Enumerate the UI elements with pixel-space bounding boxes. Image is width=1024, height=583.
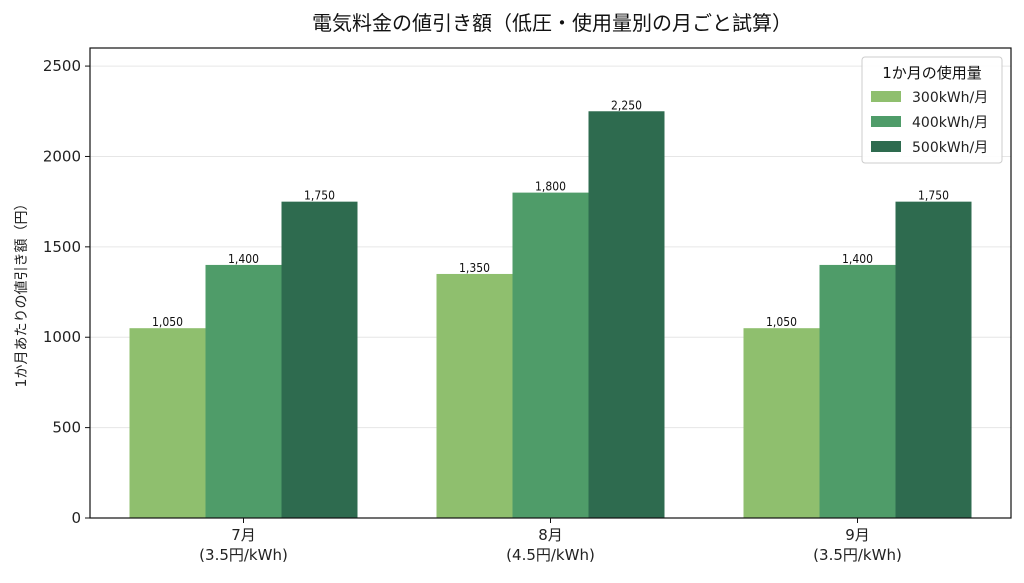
bar	[436, 273, 513, 518]
bar	[895, 201, 972, 518]
bar-value-label: 2,250	[611, 98, 642, 112]
bar	[743, 328, 820, 518]
legend-title: 1か月の使用量	[882, 64, 982, 82]
bars	[129, 111, 972, 519]
y-axis-title: 1か月あたりの値引き額（円）	[14, 197, 30, 388]
bar-value-label: 1,350	[459, 261, 490, 275]
bar	[129, 328, 206, 518]
y-axis: 0 500 1000 1500 2000 2500	[43, 57, 90, 527]
y-tick-label: 0	[71, 509, 81, 527]
legend-swatch	[871, 141, 901, 152]
legend-entry-label: 400kWh/月	[912, 115, 988, 131]
bar	[205, 264, 282, 518]
y-tick-label: 2500	[43, 57, 81, 75]
y-tick-label: 1500	[43, 238, 81, 256]
bar	[819, 264, 896, 518]
bar	[512, 192, 589, 518]
bar-value-label: 1,750	[304, 189, 335, 203]
y-tick-label: 2000	[43, 147, 81, 165]
x-tick-sublabel: (4.5円/kWh)	[506, 546, 595, 564]
legend-entry-label: 300kWh/月	[912, 90, 988, 106]
legend-entry-label: 500kWh/月	[912, 140, 988, 156]
bar-value-label: 1,750	[918, 189, 949, 203]
bar	[281, 201, 358, 518]
x-axis: 7月 (3.5円/kWh) 8月 (4.5円/kWh) 9月 (3.5円/kWh)	[199, 518, 902, 564]
x-tick-sublabel: (3.5円/kWh)	[813, 546, 902, 564]
bar-value-label: 1,400	[842, 252, 873, 266]
legend-box	[861, 56, 1003, 164]
y-tick-label: 500	[52, 419, 81, 437]
bar-value-label: 1,800	[535, 180, 566, 194]
x-tick-label: 7月	[231, 526, 256, 544]
x-tick-label: 9月	[845, 526, 870, 544]
legend: 1か月の使用量 300kWh/月 400kWh/月 500kWh/月	[861, 56, 1003, 164]
x-tick-sublabel: (3.5円/kWh)	[199, 546, 288, 564]
x-tick-label: 8月	[538, 526, 563, 544]
data-labels: 1,050 1,400 1,750 1,350 1,800 2,250 1,050 1,400…	[152, 98, 949, 329]
legend-swatch	[871, 116, 901, 127]
bar-value-label: 1,050	[766, 315, 797, 329]
legend-swatch	[871, 91, 901, 102]
bar	[588, 111, 665, 519]
bar-value-label: 1,400	[228, 252, 259, 266]
chart-title: 電気料金の値引き額（低圧・使用量別の月ごと試算）	[312, 11, 792, 35]
y-tick-label: 1000	[43, 328, 81, 346]
bar-value-label: 1,050	[152, 315, 183, 329]
